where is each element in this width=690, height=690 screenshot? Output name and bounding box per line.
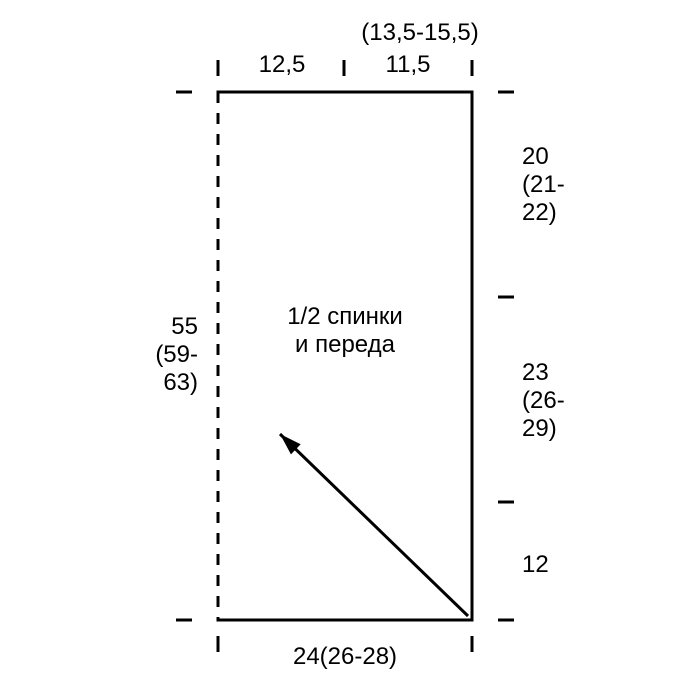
left-dim-line1: 55	[171, 313, 198, 340]
right-dim-2-line3: 29)	[522, 415, 557, 442]
center-label-line1: 1/2 спинки	[287, 303, 403, 330]
right-dim-1-line3: 22)	[522, 199, 557, 226]
top-header-alt-label: (13,5-15,5)	[361, 19, 478, 46]
schematic-diagram: (13,5-15,5) 12,5 11,5 20 (21- 22) 23 (26…	[0, 0, 690, 690]
grain-arrow	[280, 434, 468, 616]
bottom-dimension: 24(26-28)	[293, 643, 397, 670]
right-dim-2-line2: (26-	[522, 387, 565, 414]
right-dim-3: 12	[522, 551, 549, 578]
left-dim-line3: 63)	[163, 369, 198, 396]
right-dim-1-line1: 20	[522, 143, 549, 170]
center-label-line2: и переда	[295, 331, 396, 358]
top-right-dimension: 11,5	[386, 51, 431, 78]
right-dim-2-line1: 23	[522, 359, 549, 386]
left-dim-line2: (59-	[155, 341, 198, 368]
top-left-dimension: 12,5	[259, 51, 306, 78]
right-dim-1-line2: (21-	[522, 171, 565, 198]
